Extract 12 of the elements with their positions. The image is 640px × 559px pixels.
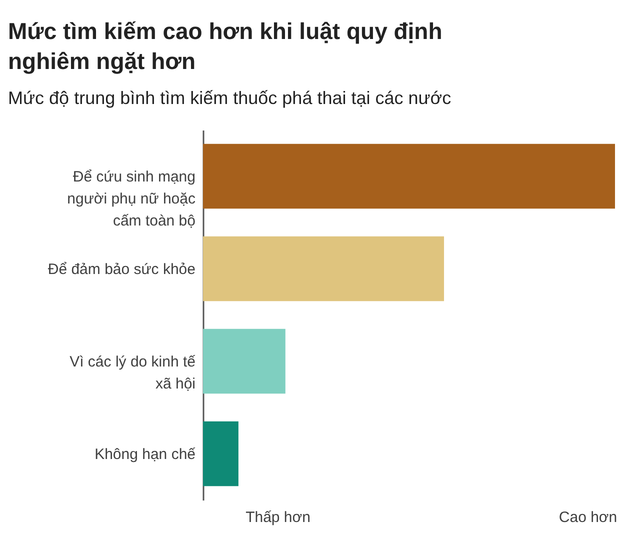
bar bbox=[203, 236, 444, 302]
chart-title: Mức tìm kiếm cao hơn khi luật quy định nghiêm ngặt hơn bbox=[8, 18, 442, 74]
bar bbox=[203, 328, 286, 394]
bar bbox=[203, 421, 238, 486]
text: Thấp hơn bbox=[246, 509, 310, 526]
y-tick-label: Vì các lý do kinh tế xã hội bbox=[70, 353, 196, 392]
y-tick-label: Để cứu sinh mạng người phụ nữ hoặc cấm toàn bộ bbox=[67, 168, 196, 230]
y-tick-label: Để đảm bảo sức khỏe bbox=[48, 260, 196, 278]
text: Cao hơn bbox=[558, 509, 618, 526]
chart-subtitle: Mức độ trung bình tìm kiếm thuốc phá thai tại các nước bbox=[8, 88, 452, 108]
y-tick-label: Không hạn chế bbox=[94, 446, 196, 463]
bar bbox=[203, 144, 615, 209]
